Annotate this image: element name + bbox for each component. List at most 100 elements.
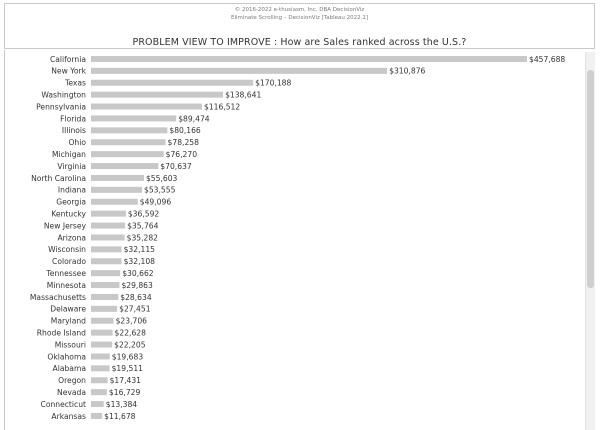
bar[interactable] — [91, 258, 122, 265]
value-label: $80,166 — [169, 126, 201, 135]
bar[interactable] — [91, 377, 108, 384]
value-label: $29,863 — [121, 281, 153, 290]
category-label: Delaware — [50, 305, 86, 314]
bar[interactable] — [91, 115, 177, 122]
scrollbar-thumb[interactable] — [587, 70, 594, 288]
value-label: $89,474 — [178, 114, 210, 123]
bar[interactable] — [91, 198, 138, 205]
bar[interactable] — [91, 329, 113, 336]
bar-chart: California $457,688 New York $310,876 Texas $… — [30, 55, 566, 421]
bar[interactable] — [91, 412, 103, 419]
bar[interactable] — [91, 79, 254, 86]
category-label: Missouri — [55, 340, 86, 349]
subtitle-text: Eliminate Scrolling – DecisionViz [Table… — [231, 15, 368, 21]
category-label: Rhode Island — [37, 328, 86, 337]
copyright-text: © 2016-2022 e-thusiasm, Inc. DBA Decisio… — [234, 7, 365, 13]
value-label: $16,729 — [109, 388, 141, 397]
bar[interactable] — [91, 163, 159, 170]
bar[interactable] — [91, 127, 168, 134]
bar[interactable] — [91, 341, 113, 348]
value-label: $35,764 — [127, 221, 159, 230]
value-label: $116,512 — [204, 102, 240, 111]
category-label: New York — [51, 67, 86, 76]
bar[interactable] — [91, 282, 120, 289]
value-label: $27,451 — [119, 305, 151, 314]
value-label: $53,555 — [144, 186, 176, 195]
value-label: $22,205 — [114, 340, 146, 349]
bar[interactable] — [91, 151, 164, 158]
bar[interactable] — [91, 174, 144, 181]
value-label: $55,603 — [146, 174, 178, 183]
bar[interactable] — [91, 91, 224, 98]
value-label: $17,431 — [110, 376, 142, 385]
bar[interactable] — [91, 55, 527, 62]
bar[interactable] — [91, 210, 126, 217]
value-label: $70,637 — [160, 162, 192, 171]
category-label: Massachusetts — [30, 293, 86, 302]
bar[interactable] — [91, 317, 114, 324]
bar[interactable] — [91, 293, 119, 300]
category-label: Washington — [41, 90, 86, 99]
category-label: Oregon — [58, 376, 86, 385]
value-label: $23,706 — [116, 317, 148, 326]
category-label: Michigan — [52, 150, 86, 159]
bar[interactable] — [91, 139, 166, 146]
category-label: Ohio — [68, 138, 86, 147]
value-label: $310,876 — [389, 67, 425, 76]
category-label: California — [50, 55, 86, 64]
category-label: Minnesota — [47, 281, 86, 290]
category-label: Florida — [60, 114, 86, 123]
bar[interactable] — [91, 186, 143, 193]
value-label: $30,662 — [122, 269, 154, 278]
category-label: Colorado — [52, 257, 86, 266]
category-label: Connecticut — [41, 400, 86, 409]
value-label: $76,270 — [166, 150, 198, 159]
category-label: New Jersey — [44, 221, 87, 230]
bar[interactable] — [91, 270, 121, 277]
value-label: $35,282 — [127, 233, 159, 242]
value-label: $49,096 — [140, 198, 172, 207]
category-label: Kentucky — [51, 209, 86, 218]
bar[interactable] — [91, 246, 122, 253]
category-label: Arkansas — [51, 412, 86, 421]
value-label: $13,384 — [106, 400, 138, 409]
value-label: $19,683 — [112, 352, 144, 361]
value-label: $32,108 — [124, 257, 156, 266]
bar[interactable] — [91, 103, 202, 110]
value-label: $19,511 — [112, 364, 144, 373]
category-label: Oklahoma — [47, 352, 86, 361]
category-label: North Carolina — [31, 174, 86, 183]
value-label: $36,592 — [128, 209, 160, 218]
category-label: Maryland — [51, 317, 86, 326]
category-label: Pennsylvania — [36, 102, 86, 111]
category-label: Texas — [64, 79, 86, 88]
chart-panel: California $457,688 New York $310,876 Texas $… — [4, 50, 595, 430]
bar[interactable] — [91, 305, 118, 312]
value-label: $28,634 — [120, 293, 152, 302]
category-label: Alabama — [53, 364, 86, 373]
bar[interactable] — [91, 222, 126, 229]
value-label: $170,188 — [255, 79, 291, 88]
bar[interactable] — [91, 67, 388, 74]
value-label: $11,678 — [104, 412, 136, 421]
dashboard-header: © 2016-2022 e-thusiasm, Inc. DBA Decisio… — [4, 3, 595, 49]
category-label: Nevada — [57, 388, 86, 397]
value-label: $457,688 — [529, 55, 565, 64]
bar[interactable] — [91, 389, 107, 396]
category-label: Tennessee — [45, 269, 86, 278]
category-label: Indiana — [58, 186, 86, 195]
bar[interactable] — [91, 401, 104, 408]
category-label: Arizona — [57, 233, 86, 242]
category-label: Virginia — [57, 162, 86, 171]
category-label: Georgia — [56, 198, 86, 207]
bar[interactable] — [91, 234, 125, 241]
bar[interactable] — [91, 353, 110, 360]
chart-title: PROBLEM VIEW TO IMPROVE : How are Sales … — [132, 37, 467, 48]
value-label: $22,628 — [115, 328, 147, 337]
value-label: $138,641 — [225, 90, 261, 99]
value-label: $32,115 — [124, 245, 156, 254]
bar[interactable] — [91, 365, 110, 372]
category-label: Wisconsin — [48, 245, 86, 254]
value-label: $78,258 — [168, 138, 200, 147]
category-label: Illinois — [62, 126, 86, 135]
